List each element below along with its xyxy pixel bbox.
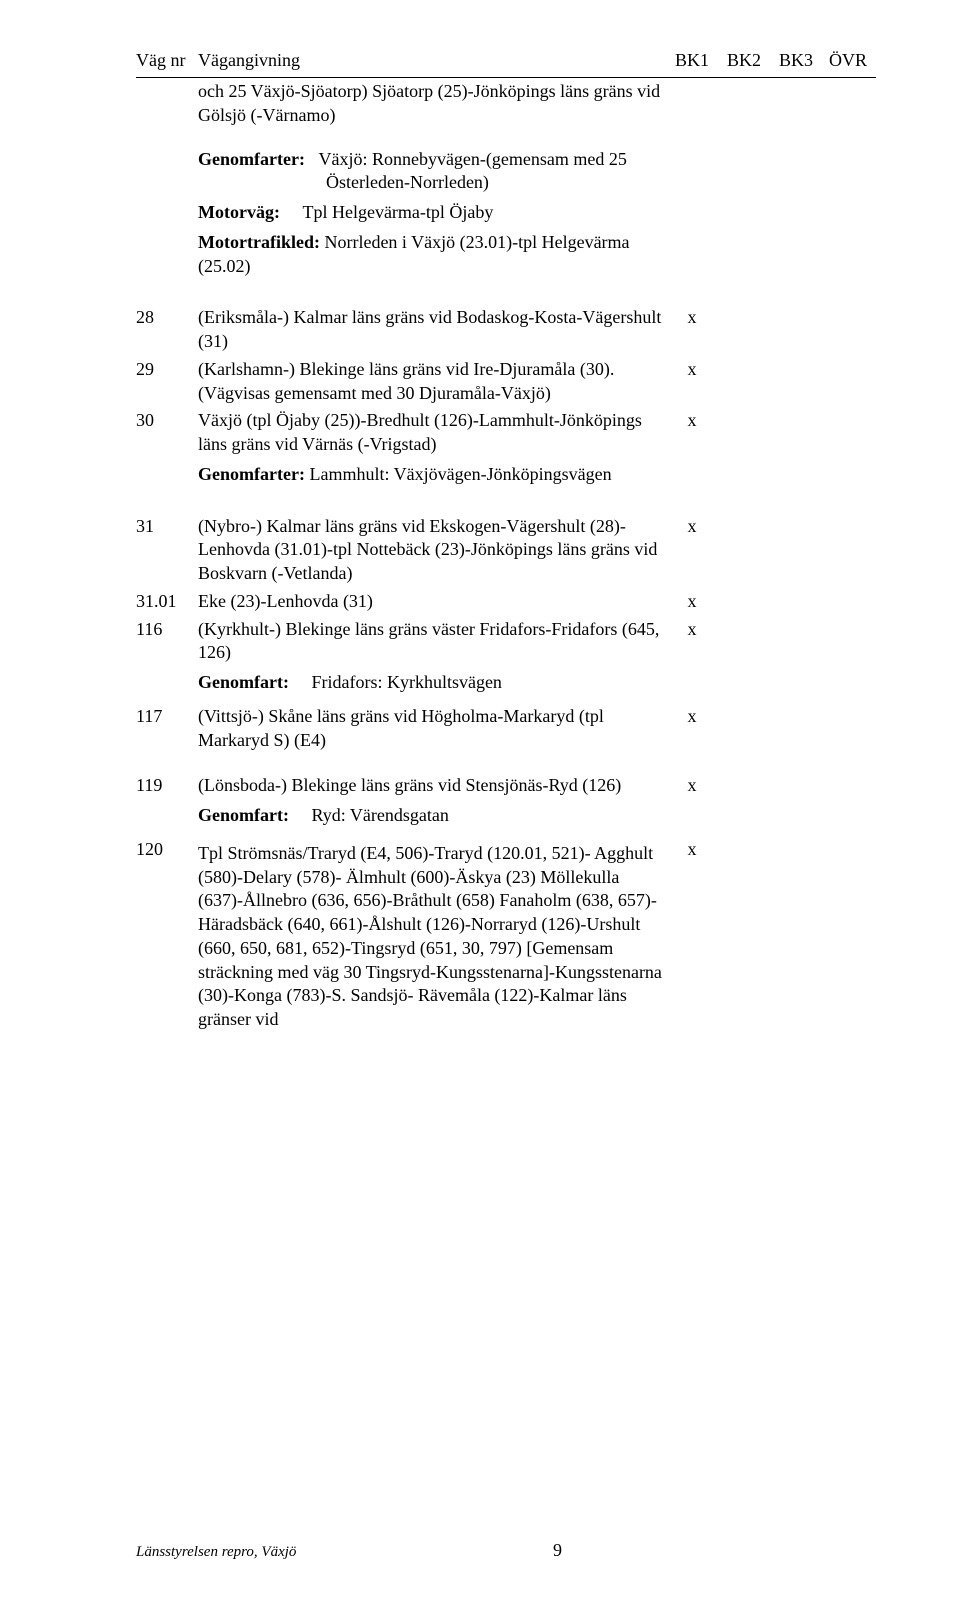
road-desc: (Kyrkhult-) Blekinge läns gräns väster F… [198,618,664,666]
page-footer: Länsstyrelsen repro, Växjö 9 [136,1540,872,1561]
road-desc: Eke (23)-Lenhovda (31) [198,588,668,616]
road-no: 31 [136,513,198,588]
bk1-mark: x [668,616,720,703]
col-header-bk2: BK2 [720,48,772,78]
genomfart-label: Genomfart: [198,805,289,825]
table-header-row: Väg nr Vägangivning BK1 BK2 BK3 ÖVR [136,48,876,78]
road-desc: (Eriksmåla-) Kalmar läns gräns vid Bodas… [198,304,668,356]
genomfarter-label: Genomfarter: [198,149,305,169]
genomfart-text: Ryd: Värendsgatan [311,805,448,825]
road-no: 29 [136,356,198,408]
bk1-mark: x [668,513,720,588]
bk1-mark: x [668,356,720,408]
motortrafikled-label: Motortrafikled: [198,232,320,252]
road-no: 30 [136,407,198,494]
road-desc: (Nybro-) Kalmar läns gräns vid Ekskogen-… [198,513,668,588]
table-row: 31.01 Eke (23)-Lenhovda (31) x [136,588,876,616]
col-header-desc: Vägangivning [198,48,668,78]
motorvag-label: Motorväg: [198,202,280,222]
genomfarter-text: Lammhult: Växjövägen-Jönköpingsvägen [309,464,611,484]
bk1-mark: x [668,304,720,356]
road-desc: (Lönsboda-) Blekinge läns gräns vid Sten… [198,774,664,798]
intro-motortrafikled: Motortrafikled: Norrleden i Växjö (23.01… [198,231,664,279]
table-row: 28 (Eriksmåla-) Kalmar läns gräns vid Bo… [136,304,876,356]
road-no: 117 [136,703,198,755]
genomfarter-text: Växjö: Ronnebyvägen-(gemensam med 25 Öst… [318,149,626,193]
road-no: 31.01 [136,588,198,616]
genomfart-line: Genomfart: Ryd: Värendsgatan [198,804,664,828]
document-page: Väg nr Vägangivning BK1 BK2 BK3 ÖVR och … [0,0,960,1601]
col-header-ovr: ÖVR [824,48,876,78]
table-row: 119 (Lönsboda-) Blekinge läns gräns vid … [136,772,876,836]
road-no: 28 [136,304,198,356]
road-no: 119 [136,772,198,836]
table-row: 116 (Kyrkhult-) Blekinge läns gräns väst… [136,616,876,703]
bk1-mark: x [668,588,720,616]
footer-left: Länsstyrelsen repro, Växjö [136,1544,296,1561]
motorvag-text: Tpl Helgevärma-tpl Öjaby [302,202,493,222]
intro-genomfarter: Genomfarter: Växjö: Ronnebyvägen-(gemens… [198,148,664,196]
intro-motorvag: Motorväg: Tpl Helgevärma-tpl Öjaby [198,201,664,225]
table-row: 29 (Karlshamn-) Blekinge läns gräns vid … [136,356,876,408]
intro-continuation: och 25 Växjö-Sjöatorp) Sjöatorp (25)-Jön… [198,80,664,128]
col-header-no: Väg nr [136,48,198,78]
road-table: Väg nr Vägangivning BK1 BK2 BK3 ÖVR och … [136,48,876,1040]
table-row: 117 (Vittsjö-) Skåne läns gräns vid Högh… [136,703,876,755]
bk1-mark: x [668,407,720,494]
genomfarter-line: Genomfarter: Lammhult: Växjövägen-Jönköp… [198,463,664,487]
col-header-bk3: BK3 [772,48,824,78]
bk1-mark: x [668,703,720,755]
road-desc: Växjö (tpl Öjaby (25))-Bredhult (126)-La… [198,409,664,457]
genomfart-label: Genomfart: [198,672,289,692]
page-number: 9 [553,1540,872,1561]
genomfart-line: Genomfart: Fridafors: Kyrkhultsvägen [198,671,664,695]
road-desc: (Vittsjö-) Skåne läns gräns vid Högholma… [198,703,668,755]
road-desc: (Karlshamn-) Blekinge läns gräns vid Ire… [198,356,668,408]
table-row: 31 (Nybro-) Kalmar läns gräns vid Ekskog… [136,513,876,588]
genomfart-text: Fridafors: Kyrkhultsvägen [311,672,501,692]
col-header-bk1: BK1 [668,48,720,78]
road-no: 116 [136,616,198,703]
table-row: och 25 Växjö-Sjöatorp) Sjöatorp (25)-Jön… [136,78,876,287]
genomfarter-label: Genomfarter: [198,464,305,484]
bk1-mark: x [668,772,720,836]
road-no: 120 [136,836,198,1040]
road-desc: Tpl Strömsnäs/Traryd (E4, 506)-Traryd (1… [198,842,664,1032]
bk1-mark: x [668,836,720,1040]
table-row: 120 Tpl Strömsnäs/Traryd (E4, 506)-Trary… [136,836,876,1040]
table-row: 30 Växjö (tpl Öjaby (25))-Bredhult (126)… [136,407,876,494]
